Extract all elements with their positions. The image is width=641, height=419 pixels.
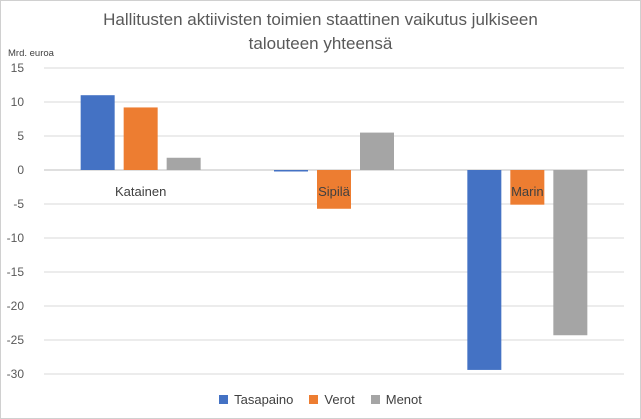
legend-swatch — [309, 395, 319, 404]
y-tick-label: -25 — [7, 333, 25, 347]
y-tick-label: 5 — [17, 129, 24, 143]
y-tick-label: -5 — [13, 197, 24, 211]
y-tick-label: 0 — [17, 163, 24, 177]
bar-menot-0 — [166, 157, 201, 170]
y-tick-label: -30 — [7, 367, 25, 381]
chart-title-line-1: Hallitusten aktiivisten toimien staattin… — [103, 10, 538, 29]
category-label: Marin — [511, 184, 544, 199]
y-tick-label: 10 — [11, 95, 25, 109]
bar-tasapaino-1 — [274, 170, 308, 172]
y-axis-label: Mrd. euroa — [8, 48, 54, 59]
bar-tasapaino-2 — [467, 170, 502, 370]
chart-title-line-2: talouteen yhteensä — [248, 34, 393, 53]
legend-item: Verot — [309, 392, 355, 407]
legend-swatch — [219, 395, 229, 404]
category-label: Sipilä — [318, 184, 351, 199]
legend-item: Menot — [370, 392, 422, 407]
bar-menot-2 — [553, 170, 588, 336]
y-tick-label: -15 — [7, 265, 25, 279]
legend-swatch — [370, 395, 380, 404]
bar-verot-1 — [317, 170, 351, 209]
chart-legend: Tasapaino Verot Menot — [0, 392, 641, 407]
legend-label: Tasapaino — [234, 392, 294, 407]
bar-tasapaino-0 — [80, 95, 115, 170]
category-label: Katainen — [115, 184, 166, 199]
y-tick-label: 15 — [11, 61, 25, 75]
legend-label: Menot — [385, 392, 422, 407]
bar-menot-1 — [360, 132, 394, 170]
y-tick-label: -10 — [7, 231, 25, 245]
legend-label: Verot — [324, 392, 355, 407]
legend-item: Tasapaino — [219, 392, 293, 407]
bar-verot-0 — [123, 107, 158, 170]
bar-verot-2 — [510, 170, 545, 205]
y-tick-label: -20 — [7, 299, 25, 313]
